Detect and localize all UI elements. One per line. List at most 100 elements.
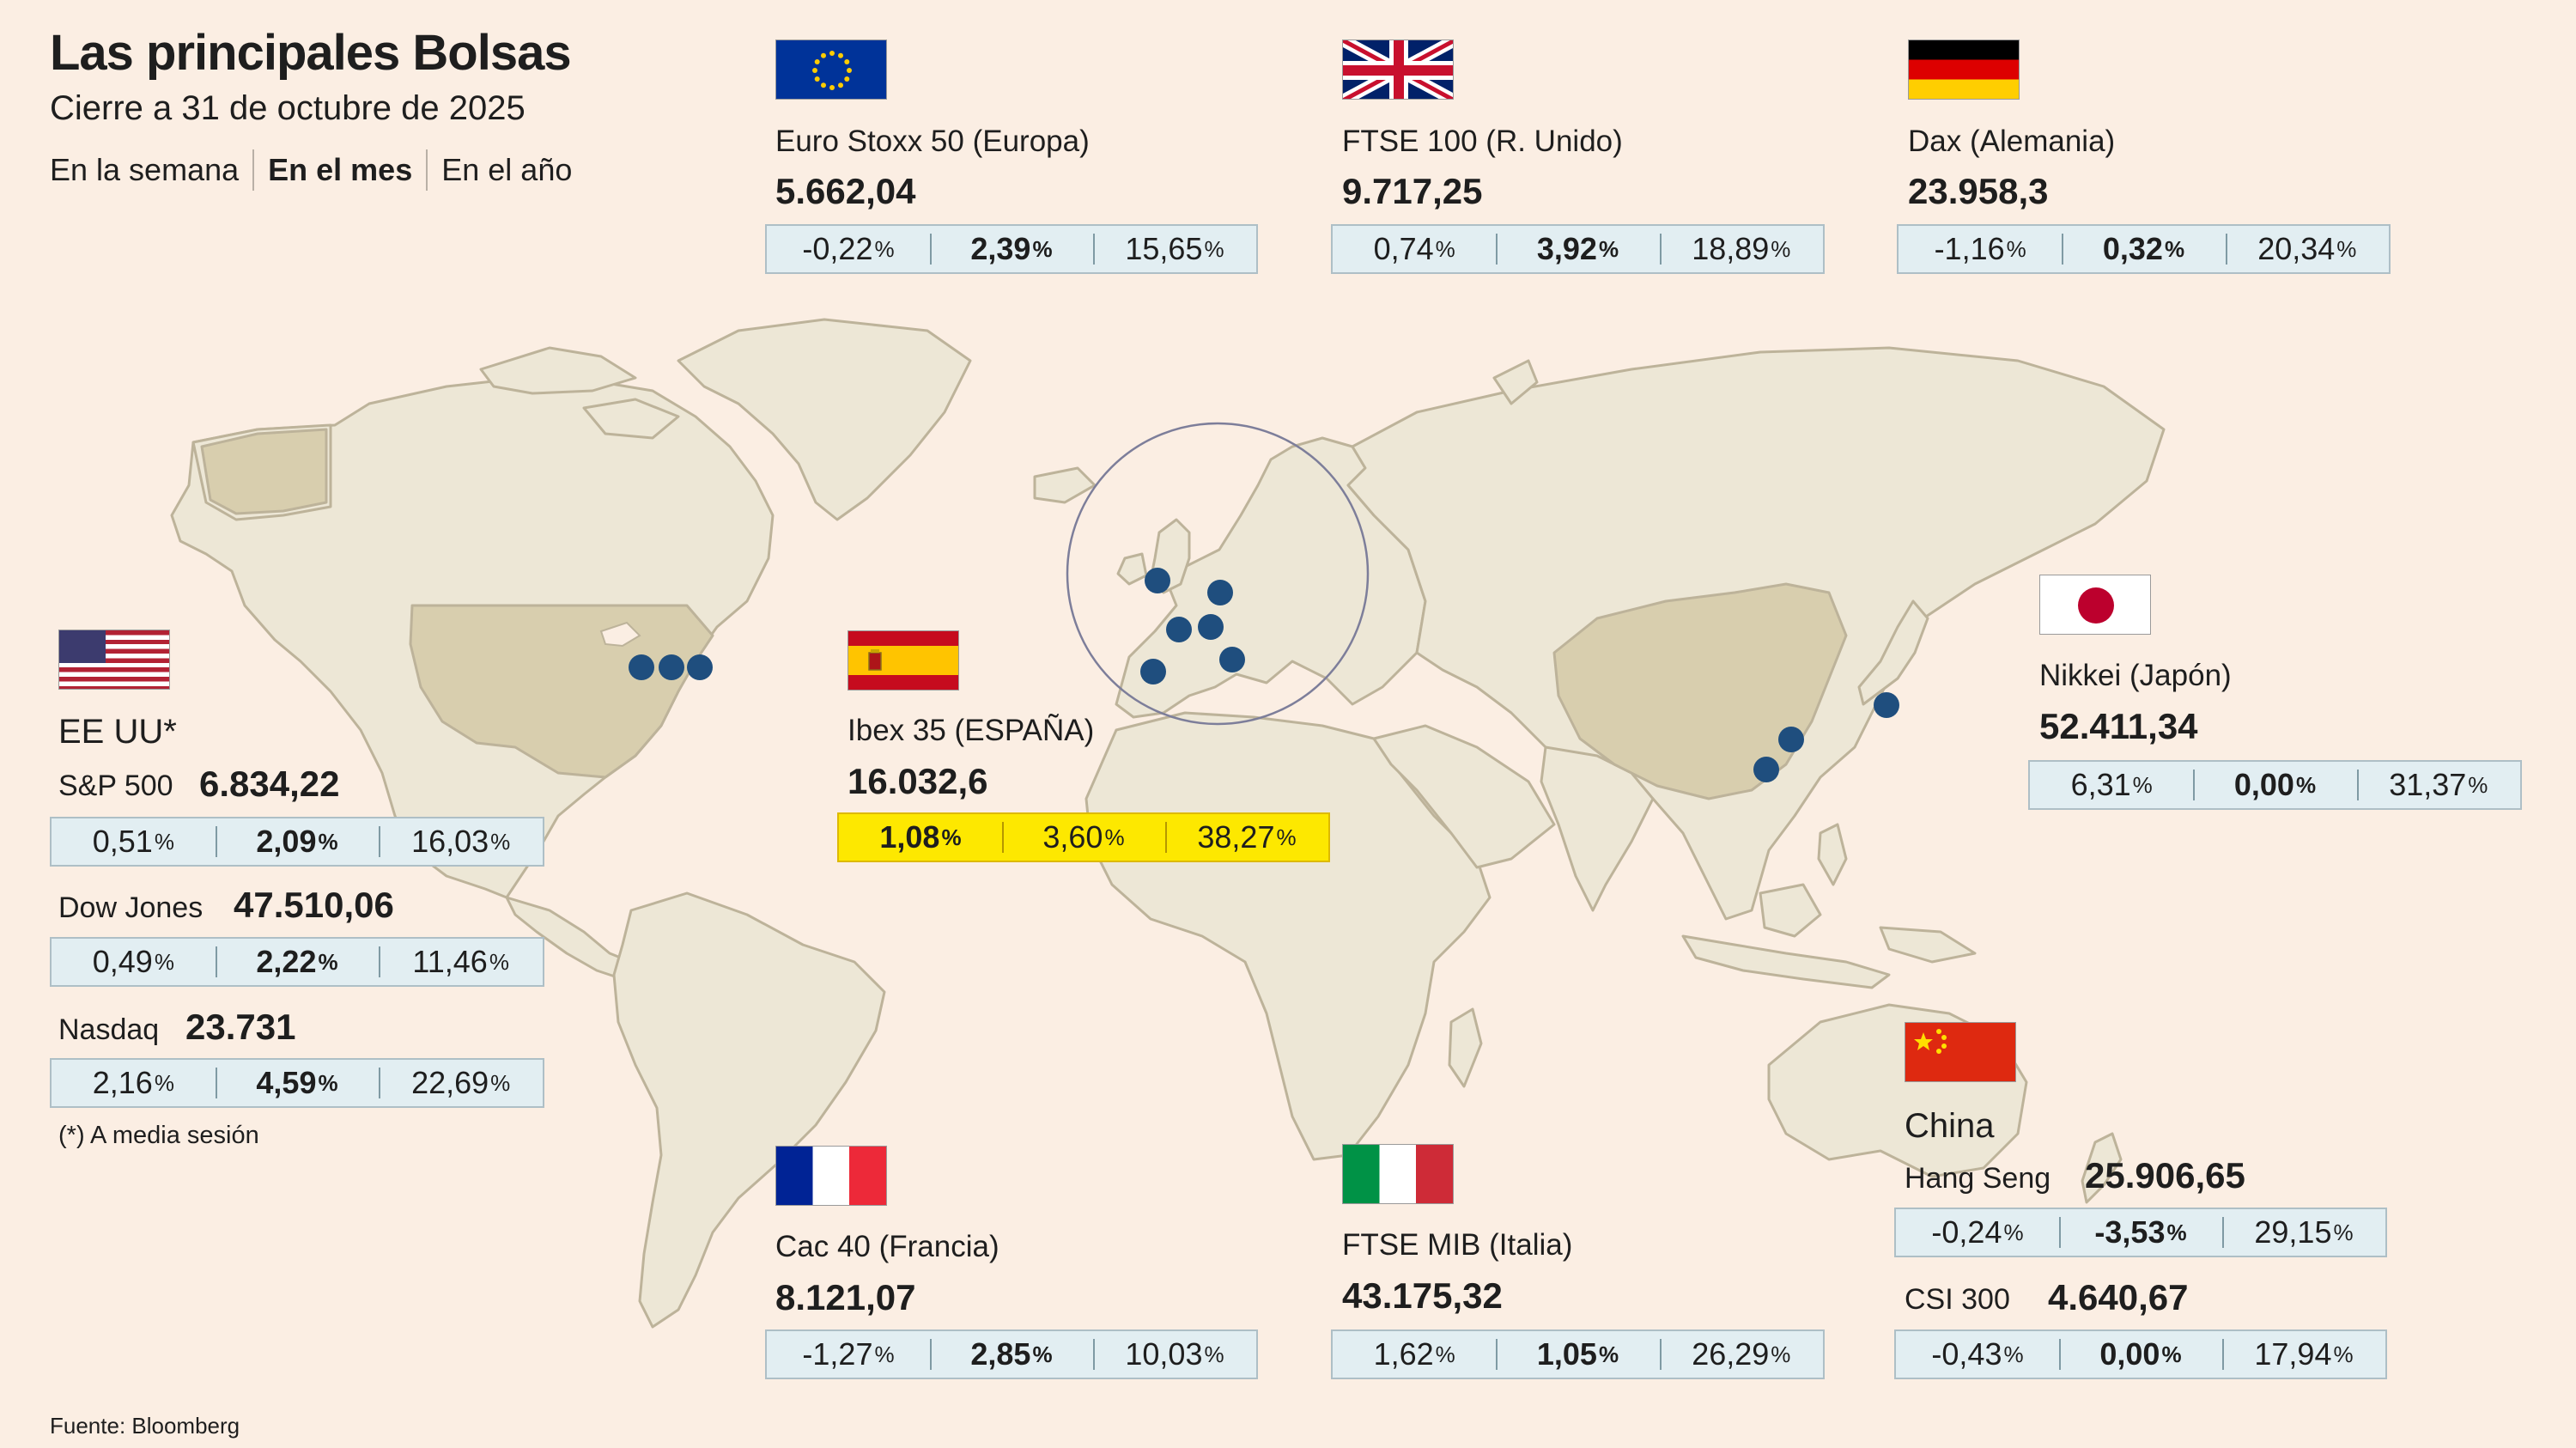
marker-paris (1166, 617, 1192, 642)
hangseng-name: Hang Seng (1905, 1162, 2051, 1195)
ibex-value: 16.032,6 (848, 761, 988, 801)
eu-flag-icon (775, 40, 887, 100)
land-usa (409, 604, 714, 779)
period-week: En la semana (50, 152, 240, 187)
land-borneo (1759, 883, 1822, 938)
ftsemib-value: 43.175,32 (1342, 1275, 1503, 1316)
page-subtitle: Cierre a 31 de octubre de 2025 (50, 89, 526, 127)
dowjones-week: 0,49% (92, 944, 174, 979)
jp-flag-icon (2039, 575, 2151, 635)
hangseng-week: -0,24% (1931, 1214, 2024, 1250)
period-month: En el mes (268, 152, 413, 187)
land-alaska-hl (200, 428, 328, 515)
nasdaq-month: 4,59% (215, 1060, 380, 1106)
land-novaya-zemlya (1492, 359, 1539, 405)
hangseng-month: -3,53% (2059, 1209, 2222, 1256)
land-new-guinea (1879, 926, 1977, 964)
nikkei-name: Nikkei (Japón) (2039, 659, 2232, 692)
ftsemib-name: FTSE MIB (Italia) (1342, 1228, 1573, 1262)
land-iceland (1033, 466, 1097, 504)
nasdaq-year: 22,69% (379, 1060, 543, 1106)
source-note: Fuente: Bloomberg (50, 1413, 240, 1439)
cac-value: 8.121,07 (775, 1277, 916, 1317)
nasdaq-changes: 2,16% 4,59% 22,69% (50, 1058, 544, 1108)
hangseng-changes: -0,24% -3,53% 29,15% (1894, 1208, 2387, 1257)
nasdaq-value: 23.731 (185, 1007, 296, 1047)
land-new-zealand (2081, 1132, 2123, 1204)
nasdaq-name: Nasdaq (58, 1013, 160, 1046)
ftsemib-week: 1,62% (1373, 1336, 1455, 1372)
cac-changes: -1,27% 2,85% 10,03% (765, 1329, 1258, 1379)
ftse100-week: 0,74% (1373, 231, 1455, 266)
nikkei-month: 0,00% (2193, 762, 2356, 808)
eurostoxx-changes: -0,22% 2,39% 15,65% (765, 224, 1258, 274)
land-philippines (1817, 823, 1848, 886)
usa-country-label: EE UU* (58, 713, 177, 751)
dowjones-name: Dow Jones (58, 891, 204, 924)
land-japan (1857, 599, 1929, 706)
ibex-month: 3,60% (1002, 814, 1165, 861)
marker-zurich (1198, 614, 1224, 640)
us-flag-icon (58, 630, 170, 690)
marker-newyork-2 (659, 654, 684, 680)
marker-newyork-1 (629, 654, 654, 680)
ibex-name: Ibex 35 (ESPAÑA) (848, 714, 1095, 747)
land-south-america (612, 891, 886, 1329)
cac-year: 10,03% (1093, 1331, 1256, 1378)
ftsemib-year: 26,29% (1659, 1331, 1823, 1378)
marker-milan (1219, 647, 1245, 672)
csi300-changes: -0,43% 0,00% 17,94% (1894, 1329, 2387, 1379)
dax-value: 23.958,3 (1908, 171, 2049, 211)
csi300-value: 4.640,67 (2048, 1277, 2189, 1317)
land-arabia (1372, 724, 1556, 869)
ftse100-name: FTSE 100 (R. Unido) (1342, 125, 1623, 158)
land-arctic-islands (479, 346, 637, 395)
period-year: En el año (441, 152, 573, 187)
de-flag-icon (1908, 40, 2020, 100)
marker-madrid (1140, 659, 1166, 684)
csi300-month: 0,00% (2059, 1331, 2222, 1378)
land-greenland (677, 318, 972, 521)
fr-flag-icon (775, 1146, 887, 1206)
es-flag-icon (848, 630, 959, 691)
cac-month: 2,85% (930, 1331, 1093, 1378)
nikkei-year: 31,37% (2356, 762, 2520, 808)
dax-changes: -1,16% 0,32% 20,34% (1897, 224, 2391, 274)
ibex-year: 38,27% (1165, 814, 1328, 861)
land-indonesia (1681, 934, 1891, 989)
ftse100-value: 9.717,25 (1342, 171, 1483, 211)
ftse100-year: 18,89% (1659, 226, 1823, 272)
page-title: Las principales Bolsas (50, 25, 572, 81)
sp500-value: 6.834,22 (199, 764, 340, 804)
land-arctic-islands-2 (582, 398, 680, 440)
ftsemib-month: 1,05% (1496, 1331, 1659, 1378)
marker-shanghai (1778, 727, 1804, 752)
dax-month: 0,32% (2062, 226, 2225, 272)
land-madagascar (1448, 1007, 1483, 1088)
sp500-name: S&P 500 (58, 770, 173, 802)
csi300-week: -0,43% (1931, 1336, 2024, 1372)
marker-london (1145, 568, 1170, 593)
eurostoxx-value: 5.662,04 (775, 171, 916, 211)
ibex-week: 1,08% (879, 819, 962, 855)
sp500-year: 16,03% (379, 818, 543, 865)
period-divider (426, 149, 428, 191)
marker-tokyo (1874, 692, 1899, 718)
marker-newyork-3 (687, 654, 713, 680)
ftse100-changes: 0,74% 3,92% 18,89% (1331, 224, 1825, 274)
it-flag-icon (1342, 1144, 1454, 1204)
europe-circle (1066, 422, 1370, 726)
footnote: (*) A media sesión (58, 1122, 259, 1149)
sp500-week: 0,51% (92, 824, 174, 859)
dax-year: 20,34% (2225, 226, 2389, 272)
sp500-month: 2,09% (215, 818, 380, 865)
dowjones-year: 11,46% (379, 939, 543, 985)
dax-week: -1,16% (1934, 231, 2026, 266)
period-legend: En la semana En el mes En el año (50, 149, 572, 191)
land-china (1552, 582, 1848, 800)
nikkei-value: 52.411,34 (2039, 706, 2198, 746)
dowjones-month: 2,22% (215, 939, 380, 985)
marker-hongkong (1753, 757, 1779, 782)
hangseng-value: 25.906,65 (2085, 1155, 2245, 1196)
